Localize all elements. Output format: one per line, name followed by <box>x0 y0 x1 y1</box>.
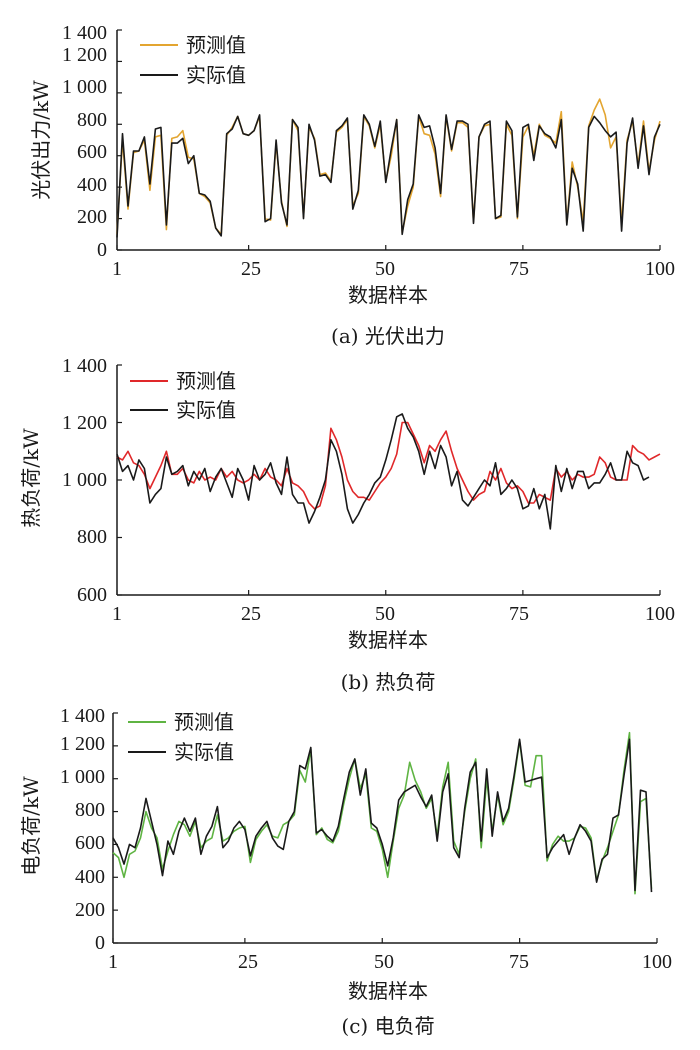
panel-c-xticklabels: 1 25 50 75 100 <box>108 951 672 973</box>
panel-b-xlabel: 数据样本 <box>348 628 428 652</box>
panel-c-ytick-0: 0 <box>95 932 105 954</box>
panel-b-ytick-1200: 1 200 <box>62 412 107 434</box>
panel-b-caption: (b) 热负荷 <box>341 670 436 694</box>
panel-a-ytick-1400: 1 400 <box>62 22 107 44</box>
panel-a-series-actual-line <box>116 114 661 238</box>
panel-c: 电负荷/kW 0 200 400 600 800 1 000 1 200 1 4… <box>19 705 672 1038</box>
panel-c-xtick-50: 50 <box>374 951 394 973</box>
panel-a-xtick-1: 1 <box>112 258 122 280</box>
panel-b-legend-predicted: 预测值 <box>176 369 236 393</box>
panel-c-legend: 预测值 实际值 <box>128 710 234 764</box>
panel-c-legend-predicted: 预测值 <box>174 710 234 734</box>
panel-b: 热负荷/kW 600 800 1 000 1 200 1 400 1 25 50… <box>19 355 675 694</box>
panel-c-ytick-1000: 1 000 <box>60 766 105 788</box>
panel-a-xtick-25: 25 <box>241 258 261 280</box>
panel-c-series-predicted-line <box>112 731 653 895</box>
panel-c-ytick-800: 800 <box>75 799 105 821</box>
panel-a-legend: 预测值 实际值 <box>140 33 246 87</box>
panel-c-ytick-600: 600 <box>75 832 105 854</box>
panel-c-yticklabels: 0 200 400 600 800 1 000 1 200 1 400 <box>60 705 105 954</box>
panel-a-xticklabels: 1 25 50 75 100 <box>112 258 675 280</box>
panel-a-ytick-1200: 1 200 <box>62 44 107 66</box>
panel-b-xticklabels: 1 25 50 75 100 <box>112 603 675 625</box>
panel-c-xlabel: 数据样本 <box>348 979 428 1003</box>
panel-a-xtick-75: 75 <box>509 258 529 280</box>
panel-a-legend-actual: 实际值 <box>186 63 246 87</box>
panel-a-ylabel: 光伏出力/kW <box>29 80 53 200</box>
panel-b-ytick-1000: 1 000 <box>62 469 107 491</box>
panel-b-legend-actual: 实际值 <box>176 398 236 422</box>
panel-b-xtick-75: 75 <box>509 603 529 625</box>
panel-c-legend-actual: 实际值 <box>174 740 234 764</box>
panel-b-ytick-800: 800 <box>77 526 107 548</box>
panel-a-xtick-50: 50 <box>375 258 395 280</box>
panel-c-ytick-1400: 1 400 <box>60 705 105 727</box>
panel-c-xtick-25: 25 <box>238 951 258 973</box>
panel-c-plot <box>112 712 658 944</box>
panel-c-ytick-200: 200 <box>75 899 105 921</box>
panel-a-ytick-400: 400 <box>77 174 107 196</box>
panel-a-plot <box>116 29 661 251</box>
panel-b-ylabel: 热负荷/kW <box>19 428 43 528</box>
panel-c-caption: (c) 电负荷 <box>341 1014 434 1038</box>
panel-b-ytick-1400: 1 400 <box>62 355 107 377</box>
panel-a: 光伏出力/kW 0 200 400 600 800 1 000 1 200 1 … <box>29 22 675 348</box>
panel-c-ytick-1200: 1 200 <box>60 733 105 755</box>
panel-a-legend-predicted: 预测值 <box>186 33 246 57</box>
panel-b-xtick-1: 1 <box>112 603 122 625</box>
panel-a-xlabel: 数据样本 <box>348 283 428 307</box>
panel-a-ytick-0: 0 <box>97 239 107 261</box>
panel-b-legend: 预测值 实际值 <box>130 369 236 422</box>
panel-b-xtick-25: 25 <box>241 603 261 625</box>
panel-c-xtick-100: 100 <box>642 951 672 973</box>
panel-c-xtick-1: 1 <box>108 951 118 973</box>
panel-a-xtick-100: 100 <box>645 258 675 280</box>
panel-a-yticklabels: 0 200 400 600 800 1 000 1 200 1 400 <box>62 22 107 261</box>
panel-c-series-actual-line <box>112 738 653 893</box>
panel-b-series-predicted-line <box>116 421 661 510</box>
panel-a-caption: (a) 光伏出力 <box>331 324 445 348</box>
panel-a-ytick-800: 800 <box>77 109 107 131</box>
panel-b-yticklabels: 600 800 1 000 1 200 1 400 <box>62 355 107 606</box>
panel-b-series-actual-line <box>116 413 650 530</box>
panel-c-xtick-75: 75 <box>509 951 529 973</box>
panel-c-ytick-400: 400 <box>75 866 105 888</box>
panel-b-xtick-50: 50 <box>375 603 395 625</box>
panel-a-ytick-600: 600 <box>77 141 107 163</box>
panel-a-ytick-200: 200 <box>77 206 107 228</box>
panel-b-xtick-100: 100 <box>645 603 675 625</box>
panel-a-ytick-1000: 1 000 <box>62 76 107 98</box>
panel-b-ytick-600: 600 <box>77 584 107 606</box>
panel-c-ylabel: 电负荷/kW <box>19 776 43 876</box>
panel-b-plot <box>116 364 661 596</box>
